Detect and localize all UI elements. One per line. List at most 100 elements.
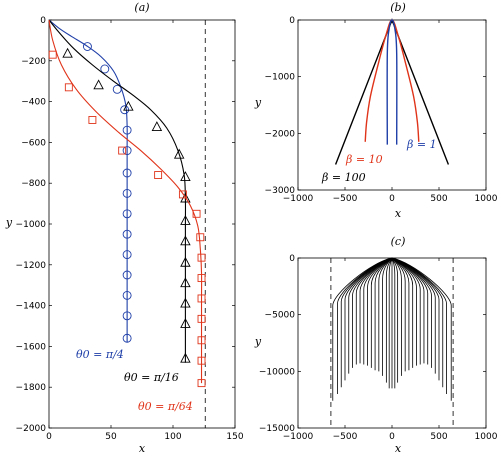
trajectory-curve: [391, 257, 452, 401]
panel-b: (b) −1000 −500 0 500 10000−1000−2000−3000 x …: [254, 1, 498, 220]
trajectory-curve: [337, 257, 393, 394]
y-tick-label: −2000: [16, 424, 47, 434]
x-tick-label: 1000: [475, 432, 498, 442]
circle-marker: [122, 290, 132, 300]
y-tick-label: −1800: [16, 383, 47, 393]
y-tick-label: −1200: [16, 261, 47, 271]
y-tick-label: −10000: [259, 367, 295, 377]
square-marker: [48, 50, 57, 59]
panel-a-frame: [48, 19, 236, 429]
panel-a-title: (a): [134, 1, 149, 14]
x-tick-label: 0: [389, 194, 395, 204]
circle-marker: [122, 146, 132, 156]
panel-a-ylabel: y: [5, 216, 13, 229]
y-tick-label: −1000: [16, 220, 47, 230]
square-marker: [192, 209, 201, 218]
annotation-beta-10: β = 10: [345, 153, 383, 166]
series-line: [386, 19, 398, 145]
triangle-marker: [180, 235, 191, 246]
triangle-marker: [151, 121, 163, 132]
y-tick-label: −600: [21, 138, 46, 148]
panel-b-ylabel: y: [254, 96, 262, 109]
triangle-marker: [180, 317, 191, 328]
x-tick-label: 50: [105, 432, 117, 442]
triangle-marker: [180, 171, 191, 182]
trajectory-curve: [332, 257, 393, 401]
panel-a: (a) 0 50 100 150 0 −200 −400 −600 −800 −1000 −1200…: [5, 1, 244, 455]
circle-marker: [122, 229, 132, 239]
y-tick-label: 0: [40, 16, 46, 26]
panel-c-plot: [330, 257, 454, 428]
panel-a-ticks: 0 50 100 150 0 −200 −400 −600 −800 −1000 −1200 −140…: [16, 16, 244, 442]
trajectory-curve: [378, 257, 393, 372]
trajectory-curve: [382, 257, 393, 376]
y-tick-label: −15000: [259, 424, 295, 434]
triangle-marker: [180, 277, 191, 288]
square-marker: [197, 336, 206, 345]
panel-b-title: (b): [390, 1, 406, 14]
panel-a-xlabel: x: [139, 442, 146, 455]
triangle-marker: [123, 100, 134, 111]
circle-marker: [122, 250, 132, 260]
x-tick-label: 500: [430, 432, 447, 442]
circle-marker: [122, 125, 132, 135]
y-tick-label: −200: [21, 57, 46, 67]
annotation-beta-100: β = 100: [321, 171, 366, 184]
annotation-beta-1: β = 1: [406, 138, 437, 151]
circle-marker: [100, 64, 110, 74]
square-marker: [197, 314, 206, 323]
square-marker: [64, 83, 73, 92]
x-tick-label: −500: [333, 194, 358, 204]
panel-b-frame: [297, 19, 487, 191]
y-tick-label: −3000: [265, 186, 296, 196]
annotation-theta-pi-4: θ0 = π/4: [76, 348, 124, 361]
triangle-marker: [180, 256, 191, 267]
y-tick-label: −1000: [265, 73, 296, 83]
trajectory-curve: [391, 257, 440, 381]
y-tick-label: 0: [289, 16, 295, 26]
annotation-theta-pi-16: θ0 = π/16: [124, 371, 179, 384]
y-tick-label: −5000: [265, 311, 296, 321]
square-marker: [197, 379, 206, 388]
x-tick-label: −1000: [283, 432, 314, 442]
triangle-marker: [180, 352, 191, 363]
trajectory-curve: [391, 257, 406, 372]
circle-marker: [122, 333, 132, 343]
square-marker: [196, 233, 205, 242]
square-marker: [118, 146, 127, 155]
y-tick-label: 0: [289, 254, 295, 264]
circle-marker: [82, 42, 92, 51]
x-tick-label: 1000: [475, 194, 498, 204]
x-tick-label: −1000: [283, 194, 314, 204]
circle-marker: [122, 168, 132, 178]
y-tick-label: −1400: [16, 302, 47, 312]
series-line: [48, 19, 128, 343]
annotation-theta-pi-64: θ0 = π/64: [138, 400, 193, 413]
panel-c: (c) −1000 −500 0 500 10000−5000−10000−15000 …: [254, 235, 498, 455]
square-marker: [197, 274, 206, 283]
x-tick-label: 100: [164, 432, 181, 442]
trajectory-curve: [344, 257, 393, 381]
y-tick-label: −1600: [16, 342, 47, 352]
y-tick-label: −400: [21, 98, 46, 108]
x-tick-label: 500: [430, 194, 447, 204]
triangle-marker: [173, 148, 185, 159]
panel-c-ticks: −1000 −500 0 500 10000−5000−10000−15000: [259, 254, 498, 442]
panel-b-plot: [334, 18, 450, 165]
triangle-marker: [180, 214, 191, 225]
x-tick-label: 0: [389, 432, 395, 442]
panel-a-plot: [48, 19, 206, 428]
panel-c-ylabel: y: [254, 335, 262, 348]
panel-b-ticks: −1000 −500 0 500 1000 0 −1000 −2000 −3000: [265, 16, 498, 204]
x-tick-label: 0: [46, 432, 52, 442]
circle-marker: [122, 270, 132, 280]
square-marker: [178, 190, 187, 199]
series-line: [48, 19, 203, 384]
square-marker: [154, 171, 163, 179]
circle-marker: [122, 188, 132, 198]
series-line: [48, 19, 187, 363]
panel-b-xlabel: x: [395, 207, 402, 220]
triangle-marker: [93, 79, 104, 90]
x-tick-label: −500: [333, 432, 358, 442]
trajectory-curve: [391, 257, 402, 376]
